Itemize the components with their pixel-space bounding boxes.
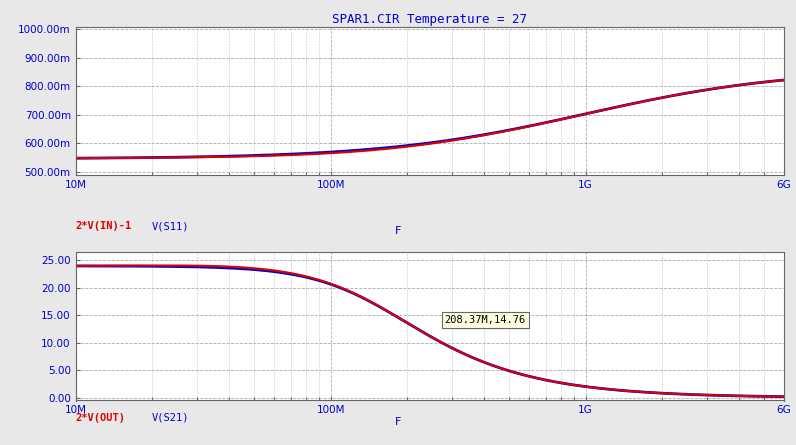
Text: 2*V(OUT): 2*V(OUT) [76,413,126,422]
Text: V(S11): V(S11) [151,221,189,231]
Title: SPAR1.CIR Temperature = 27: SPAR1.CIR Temperature = 27 [333,12,527,25]
Text: 208.37M,14.76: 208.37M,14.76 [445,315,526,325]
Text: V(S21): V(S21) [151,413,189,422]
Text: F: F [395,417,401,427]
Text: F: F [395,226,401,235]
Text: 2*V(IN)-1: 2*V(IN)-1 [76,221,132,231]
